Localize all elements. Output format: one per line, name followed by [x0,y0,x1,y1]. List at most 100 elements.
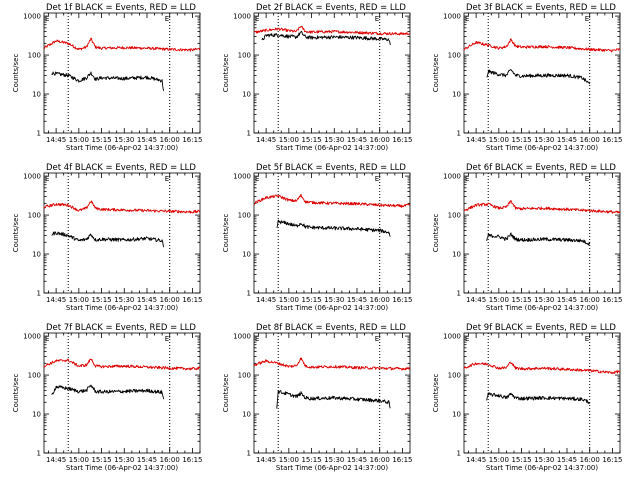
x-tick-label: 15:45 [137,456,157,464]
x-tick-label: 14:45 [466,456,486,464]
y-tick-label: 10 [452,91,461,99]
x-tick-label: 15:15 [301,136,321,144]
y-tick-label: 1 [457,450,461,458]
x-axis-label: Start Time (06-Apr-02 14:37:00) [276,144,388,152]
x-tick-label: 16:15 [602,136,622,144]
lld-series-line [253,193,410,208]
y-tick-label: 1 [37,290,41,298]
marker-letter: E [45,335,49,343]
y-tick-label: 10 [452,411,461,419]
y-tick-label: 100 [448,212,461,220]
marker-letter: E [375,335,379,343]
x-tick-label: 16:15 [392,456,412,464]
x-tick-label: 15:45 [557,456,577,464]
x-axis-label: Start Time (06-Apr-02 14:37:00) [276,464,388,472]
panel-3: Det 3f BLACK = Events, RED = LLD 1 10 100 10… [432,3,623,152]
events-series-line [486,232,591,246]
panel-9: Det 9f BLACK = Events, RED = LLD 1 10 100 10… [432,323,623,472]
y-axis-label: Counts/sec [12,54,20,93]
y-axis-label: Counts/sec [432,214,440,253]
x-tick-label: 15:15 [511,296,531,304]
lld-series-line [463,361,621,375]
y-tick-label: 10 [242,411,251,419]
panel-7: Det 7f BLACK = Events, RED = LLD 1 10 100 10… [12,323,203,472]
x-tick-label: 15:00 [69,136,89,144]
marker-letter: E [165,335,169,343]
panel-5: Det 5f BLACK = Events, RED = LLD 1 10 100 10… [222,163,413,312]
panel-title: Det 9f BLACK = Events, RED = LLD [466,323,616,333]
x-tick-label: 15:15 [91,296,111,304]
marker-letter: E [255,175,259,183]
x-tick-label: 15:15 [91,456,111,464]
marker-letter: E [585,15,589,23]
plot-frame [253,12,411,134]
y-tick-label: 1 [457,130,461,138]
panel-4: Det 4f BLACK = Events, RED = LLD 1 10 100 10… [12,163,203,312]
marker-letter: E [255,15,259,23]
x-tick-label: 14:45 [46,296,66,304]
panel-title: Det 1f BLACK = Events, RED = LLD [46,3,196,13]
x-tick-label: 16:00 [370,136,390,144]
x-tick-label: 16:00 [370,456,390,464]
lld-series-line [253,25,411,36]
y-tick-label: 1 [37,130,41,138]
plot-frame [253,332,411,454]
x-tick-label: 14:45 [256,456,276,464]
y-tick-label: 1 [37,450,41,458]
y-tick-label: 1 [247,290,251,298]
plot-frame [43,172,201,294]
x-tick-label: 15:30 [534,136,554,144]
lld-series-line [43,200,201,214]
panel-title: Det 4f BLACK = Events, RED = LLD [46,163,196,173]
x-tick-label: 16:15 [182,136,202,144]
panel-2: Det 2f BLACK = Events, RED = LLD 1 10 100 10… [222,3,413,152]
x-tick-label: 15:00 [489,296,509,304]
x-tick-label: 15:45 [137,136,157,144]
marker-letter: E [165,175,169,183]
x-tick-label: 14:45 [46,456,66,464]
x-tick-label: 16:00 [160,456,180,464]
events-series-line [51,71,165,92]
y-tick-label: 1000 [443,13,461,21]
y-tick-label: 10 [452,251,461,259]
panel-8: Det 8f BLACK = Events, RED = LLD 1 10 100 10… [222,323,413,472]
lld-series-line [253,357,411,371]
plot-frame [43,12,201,134]
lld-series-line [43,37,201,52]
y-axis-label: Counts/sec [222,54,230,93]
x-axis-label: Start Time (06-Apr-02 14:37:00) [276,304,388,312]
y-tick-label: 10 [242,251,251,259]
y-tick-label: 10 [32,411,41,419]
x-tick-label: 14:45 [256,136,276,144]
y-tick-label: 100 [28,212,41,220]
x-tick-label: 14:45 [466,296,486,304]
marker-letter: E [465,335,469,343]
x-tick-label: 16:00 [160,296,180,304]
panel-title: Det 7f BLACK = Events, RED = LLD [46,323,196,333]
x-tick-label: 14:45 [256,296,276,304]
y-tick-label: 1000 [23,13,41,21]
y-axis-label: Counts/sec [432,54,440,93]
y-axis-label: Counts/sec [222,214,230,253]
y-tick-label: 1000 [23,173,41,181]
x-tick-label: 15:45 [137,296,157,304]
y-tick-label: 1000 [233,333,251,341]
x-tick-label: 15:30 [534,296,554,304]
x-axis-label: Start Time (06-Apr-02 14:37:00) [66,144,178,152]
panel-1: Det 1f BLACK = Events, RED = LLD 1 10 100 10… [12,3,203,152]
y-axis-label: Counts/sec [222,374,230,413]
x-tick-label: 16:15 [182,456,202,464]
x-axis-label: Start Time (06-Apr-02 14:37:00) [66,304,178,312]
y-tick-label: 10 [32,251,41,259]
events-series-line [276,390,391,409]
marker-letter: E [375,175,379,183]
y-tick-label: 1000 [233,13,251,21]
y-tick-label: 100 [448,52,461,60]
x-tick-label: 16:15 [392,136,412,144]
x-tick-label: 15:30 [114,136,134,144]
panel-title: Det 6f BLACK = Events, RED = LLD [466,163,616,173]
x-tick-label: 16:15 [392,296,412,304]
marker-letter: E [465,175,469,183]
x-tick-label: 15:30 [114,456,134,464]
